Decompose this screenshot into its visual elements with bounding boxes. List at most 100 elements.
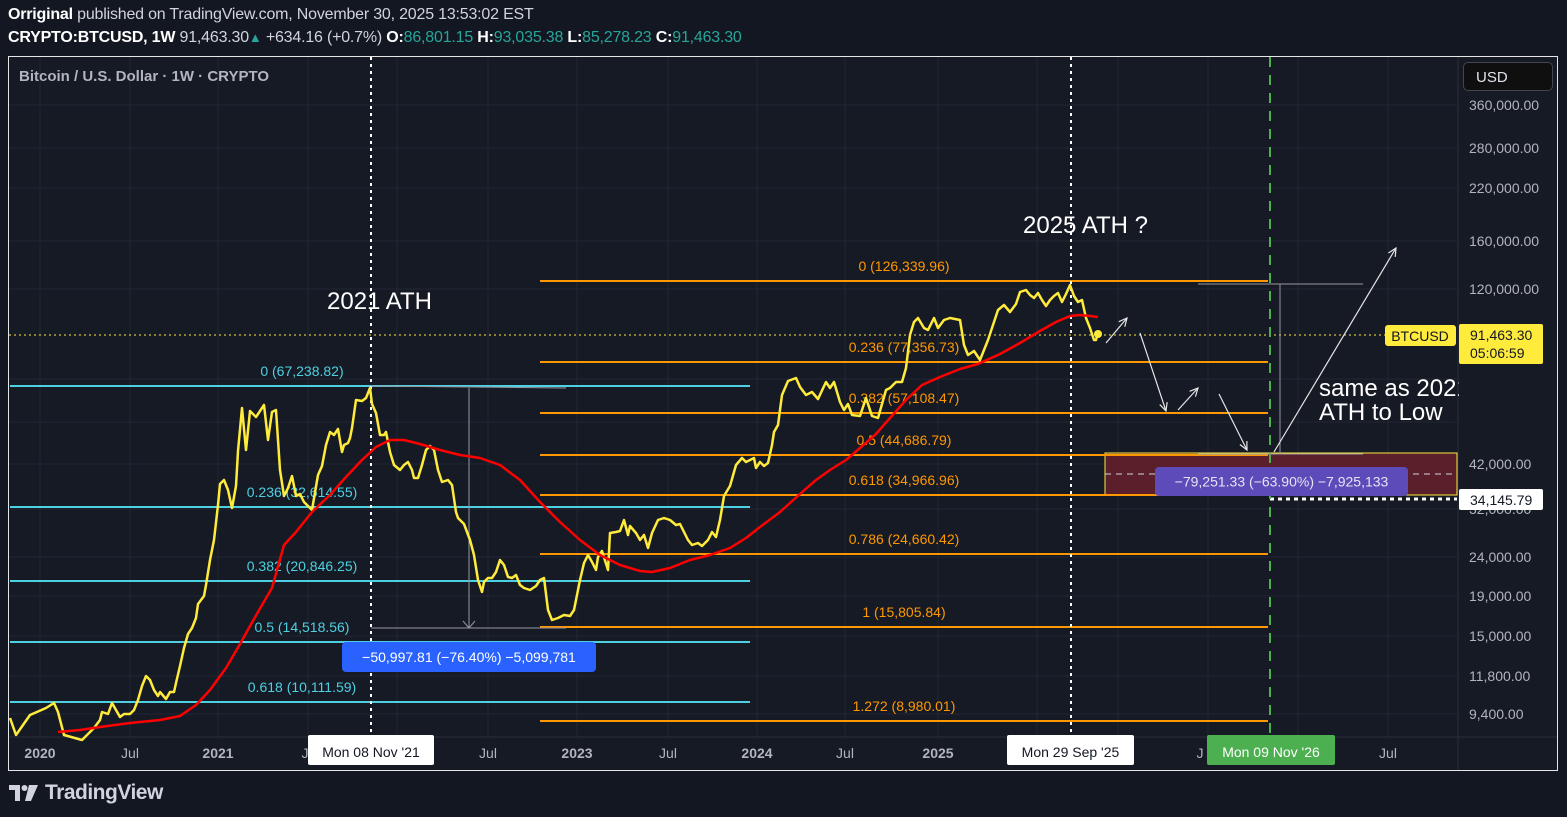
price-axis-label: 220,000.00 [1469, 180, 1539, 196]
forecast-arrow[interactable] [1273, 246, 1397, 453]
time-axis-label: Jul [121, 745, 139, 761]
date-badge: Mon 29 Sep '25 [1007, 735, 1134, 765]
measure-label-text: −79,251.33 (−63.90%) −7,925,133 [1175, 474, 1389, 490]
time-axis[interactable]: 2020 Jul 2021 Jul 2023 Jul 2024 Jul 2025 Jul J J [24, 745, 1397, 761]
publish-info: Orriginal published on TradingView.com, … [8, 6, 534, 24]
date-badge-bg [1207, 735, 1335, 765]
annotation-text: ATH to Low [1319, 399, 1443, 426]
low-value: 85,278.23 [582, 29, 652, 46]
arrow-shaft [1139, 332, 1167, 412]
measure-label: −79,251.33 (−63.90%) −7,925,133 [1155, 467, 1408, 496]
date-badge-text: Mon 09 Nov '26 [1222, 744, 1320, 760]
fib-level-label: 0.618 (34,966.96) [849, 472, 960, 488]
forecast-arrow[interactable] [1218, 393, 1248, 452]
time-axis-label: Jul [1379, 745, 1397, 761]
time-axis-label: J [1197, 745, 1204, 761]
countdown-text: 05:06:59 [1470, 345, 1525, 361]
price-axis-label: 19,000.00 [1469, 588, 1531, 604]
last-price-badge [1459, 324, 1543, 364]
last-price-dot [1094, 330, 1102, 338]
cursor-price-badge-text: 34,145.79 [1470, 492, 1532, 508]
fib-level-label: 0.786 (24,660.42) [849, 531, 960, 547]
price-axis-label: 160,000.00 [1469, 233, 1539, 249]
arrow-head-icon [1239, 440, 1248, 452]
measure-label: −50,997.81 (−76.40%) −5,099,781 [342, 642, 596, 672]
annotation-text: 2021 ATH [327, 288, 432, 315]
arrow-shaft [1105, 317, 1128, 344]
date-badge-bg [1007, 735, 1134, 765]
arrow-head-icon [1159, 401, 1168, 413]
last-price: 91,463.30 [175, 29, 250, 46]
fib-level-label: 1.272 (8,980.01) [853, 698, 956, 714]
symbol: CRYPTO:BTCUSD, 1W [8, 29, 176, 46]
price-axis-label: 360,000.00 [1469, 97, 1539, 113]
brand-name: TradingView [45, 781, 163, 804]
price-axis-label: 15,000.00 [1469, 628, 1531, 644]
date-badge-text: Mon 08 Nov '21 [322, 744, 420, 760]
date-badge: Mon 08 Nov '21 [308, 735, 434, 765]
time-axis-label: Jul [836, 745, 854, 761]
time-axis-label: 2021 [202, 745, 233, 761]
close-value: 91,463.30 [672, 29, 742, 46]
price-axis-label: 120,000.00 [1469, 281, 1539, 297]
arrow-shaft [1273, 247, 1397, 453]
fib-level-label: 1 (15,805.84) [862, 604, 945, 620]
up-arrow-icon: ▲ [248, 30, 262, 45]
moving-average-line[interactable] [57, 313, 1099, 734]
symbol-badge [1385, 325, 1456, 346]
date-badge-bg [308, 735, 434, 765]
fib-level-label: 0.5 (14,518.56) [255, 619, 350, 635]
author: Orriginal [8, 6, 73, 23]
change: +634.16 (+0.7%) [261, 29, 387, 46]
time-axis-label: 2024 [741, 745, 772, 761]
measure-label-bg [1155, 467, 1408, 496]
axis-mask [1459, 370, 1557, 430]
measure-label-text: −50,997.81 (−76.40%) −5,099,781 [362, 649, 576, 665]
high-value: 93,035.38 [493, 29, 564, 46]
date-badge: Mon 09 Nov '26 [1207, 735, 1335, 765]
forecast-arrow[interactable] [1105, 316, 1128, 344]
time-axis-label: 2023 [561, 745, 592, 761]
forecast-arrow[interactable] [1177, 386, 1199, 411]
price-axis-label: 280,000.00 [1469, 140, 1539, 156]
symbol-badge-text: BTCUSD [1391, 328, 1449, 344]
grid [9, 57, 1457, 737]
measure-top-2021 [370, 385, 567, 389]
annotation-text: 2025 ATH ? [1023, 212, 1148, 239]
tradingview-logo: TradingView [9, 781, 163, 805]
symbol-info: CRYPTO:BTCUSD, 1W 91,463.30▲ +634.16 (+0… [8, 29, 742, 46]
forecast-arrow[interactable] [1139, 332, 1168, 413]
arrow-head-icon [1118, 316, 1128, 327]
time-axis-label: 2020 [24, 745, 55, 761]
measure-label-bg [342, 642, 596, 672]
fib-level-label: 0.382 (57,108.47) [849, 390, 960, 406]
time-axis-label: 2025 [922, 745, 953, 761]
fib-level-label: 0 (67,238.82) [260, 363, 343, 379]
time-axis-label: J [302, 745, 309, 761]
time-axis-label: Jul [479, 745, 497, 761]
measure-arrow-icon [462, 620, 476, 629]
price-axis-label: 42,000.00 [1469, 456, 1531, 472]
date-badge-text: Mon 29 Sep '25 [1022, 744, 1120, 760]
fib-level-label: 0.236 (77,356.73) [849, 339, 960, 355]
cursor-price-badge [1459, 489, 1543, 510]
published-text: published on TradingView.com, November 3… [72, 6, 534, 23]
open-value: 86,801.15 [403, 29, 474, 46]
price-axis-label: 24,000.00 [1469, 549, 1531, 565]
last-price-badge-text: 91,463.30 [1470, 327, 1532, 343]
price-series-line[interactable] [8, 283, 1100, 742]
price-axis-label: 11,800.00 [1469, 668, 1530, 684]
arrow-head-icon [1388, 246, 1397, 258]
arrow-shaft [1218, 393, 1248, 451]
time-axis-label: Jul [659, 745, 677, 761]
price-axis-label: 9,400.00 [1469, 706, 1524, 722]
arrow-shaft [1177, 387, 1199, 411]
currency-button[interactable]: USD [1463, 62, 1553, 91]
fib-retracement-2025[interactable]: 0 (126,339.96) 0.236 (77,356.73) 0.382 (57… [540, 258, 1268, 722]
tradingview-logo-icon [9, 785, 38, 801]
fib-level-label: 0.618 (10,111.59) [248, 679, 356, 695]
annotation-text: same as 2021 [1319, 375, 1470, 402]
chart-title: Bitcoin / U.S. Dollar · 1W · CRYPTO [19, 68, 270, 85]
arrow-head-icon [1189, 386, 1199, 397]
